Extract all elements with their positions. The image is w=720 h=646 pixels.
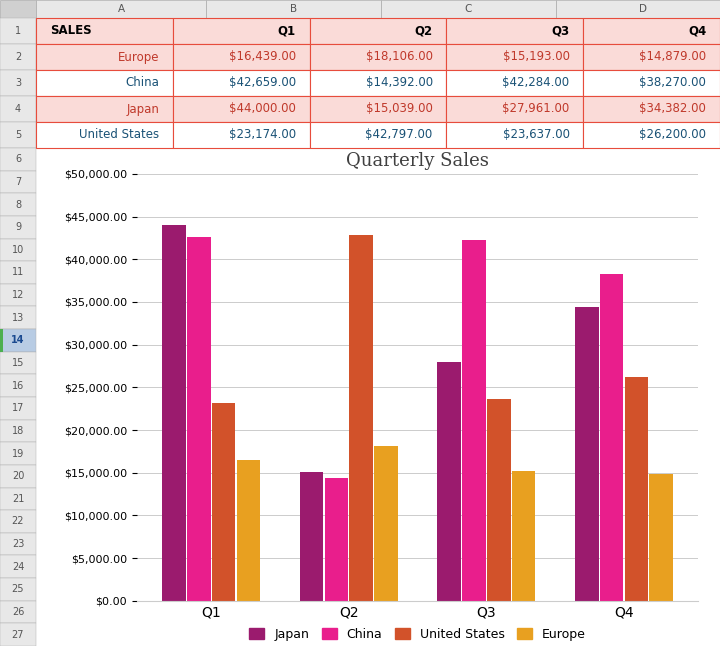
Bar bbox=[0, 578, 36, 601]
Bar bbox=[212, 403, 235, 601]
Bar bbox=[0, 148, 36, 171]
Bar bbox=[0, 601, 36, 623]
Text: 27: 27 bbox=[12, 630, 24, 640]
Text: 16: 16 bbox=[12, 380, 24, 391]
Text: 23: 23 bbox=[12, 539, 24, 549]
Bar bbox=[0, 238, 36, 261]
Bar bbox=[0, 44, 36, 70]
Text: 24: 24 bbox=[12, 562, 24, 572]
Bar bbox=[624, 377, 648, 601]
Bar bbox=[325, 478, 348, 601]
Text: 18: 18 bbox=[12, 426, 24, 436]
Bar bbox=[381, 0, 556, 18]
Bar bbox=[0, 0, 36, 18]
Text: 1: 1 bbox=[15, 26, 21, 36]
Text: 8: 8 bbox=[15, 200, 21, 209]
Bar bbox=[0, 18, 36, 44]
Bar bbox=[0, 397, 36, 420]
Bar bbox=[0, 510, 36, 533]
Text: 6: 6 bbox=[15, 154, 21, 164]
Bar bbox=[0, 96, 36, 122]
Bar bbox=[0, 216, 36, 238]
Bar bbox=[0, 443, 36, 465]
Bar bbox=[0, 533, 36, 556]
Bar bbox=[0, 122, 36, 148]
Text: 17: 17 bbox=[12, 403, 24, 413]
Bar bbox=[0, 556, 36, 578]
Text: 25: 25 bbox=[12, 585, 24, 594]
Bar bbox=[0, 375, 36, 397]
Bar bbox=[0, 329, 3, 351]
Text: A: A bbox=[117, 4, 125, 14]
Text: 10: 10 bbox=[12, 245, 24, 255]
Text: 15: 15 bbox=[12, 358, 24, 368]
Bar bbox=[0, 623, 36, 646]
Bar bbox=[0, 171, 36, 193]
Bar bbox=[349, 235, 373, 601]
Title: Quarterly Sales: Quarterly Sales bbox=[346, 152, 489, 169]
Bar bbox=[162, 225, 186, 601]
Bar bbox=[0, 70, 36, 96]
Bar bbox=[0, 306, 36, 329]
Bar bbox=[0, 261, 36, 284]
Text: 13: 13 bbox=[12, 313, 24, 323]
Text: 7: 7 bbox=[15, 177, 21, 187]
Bar bbox=[0, 488, 36, 510]
Bar bbox=[512, 471, 535, 601]
Text: 2: 2 bbox=[15, 52, 21, 62]
Bar bbox=[0, 193, 36, 216]
Text: 19: 19 bbox=[12, 448, 24, 459]
Text: 12: 12 bbox=[12, 290, 24, 300]
Bar bbox=[649, 474, 673, 601]
Text: 20: 20 bbox=[12, 471, 24, 481]
Text: B: B bbox=[290, 4, 297, 14]
Bar bbox=[556, 0, 720, 18]
Bar bbox=[300, 472, 323, 601]
Bar bbox=[0, 329, 36, 351]
Bar bbox=[374, 446, 397, 601]
Bar bbox=[600, 274, 624, 601]
Bar bbox=[462, 240, 486, 601]
Text: C: C bbox=[465, 4, 472, 14]
Text: 9: 9 bbox=[15, 222, 21, 232]
Text: 26: 26 bbox=[12, 607, 24, 617]
Text: D: D bbox=[639, 4, 647, 14]
Bar bbox=[237, 461, 260, 601]
Bar bbox=[187, 236, 211, 601]
Bar bbox=[575, 307, 598, 601]
Bar bbox=[0, 420, 36, 443]
Text: 5: 5 bbox=[15, 130, 21, 140]
Text: 4: 4 bbox=[15, 104, 21, 114]
Text: 3: 3 bbox=[15, 78, 21, 88]
Text: 11: 11 bbox=[12, 267, 24, 278]
Bar bbox=[36, 0, 206, 18]
Bar bbox=[0, 465, 36, 488]
Bar bbox=[0, 284, 36, 306]
Text: 22: 22 bbox=[12, 517, 24, 526]
Bar bbox=[438, 362, 461, 601]
Bar bbox=[0, 351, 36, 375]
Bar bbox=[487, 399, 510, 601]
Text: 21: 21 bbox=[12, 494, 24, 504]
Bar bbox=[206, 0, 381, 18]
Legend: Japan, China, United States, Europe: Japan, China, United States, Europe bbox=[244, 623, 591, 646]
Text: 14: 14 bbox=[12, 335, 24, 346]
